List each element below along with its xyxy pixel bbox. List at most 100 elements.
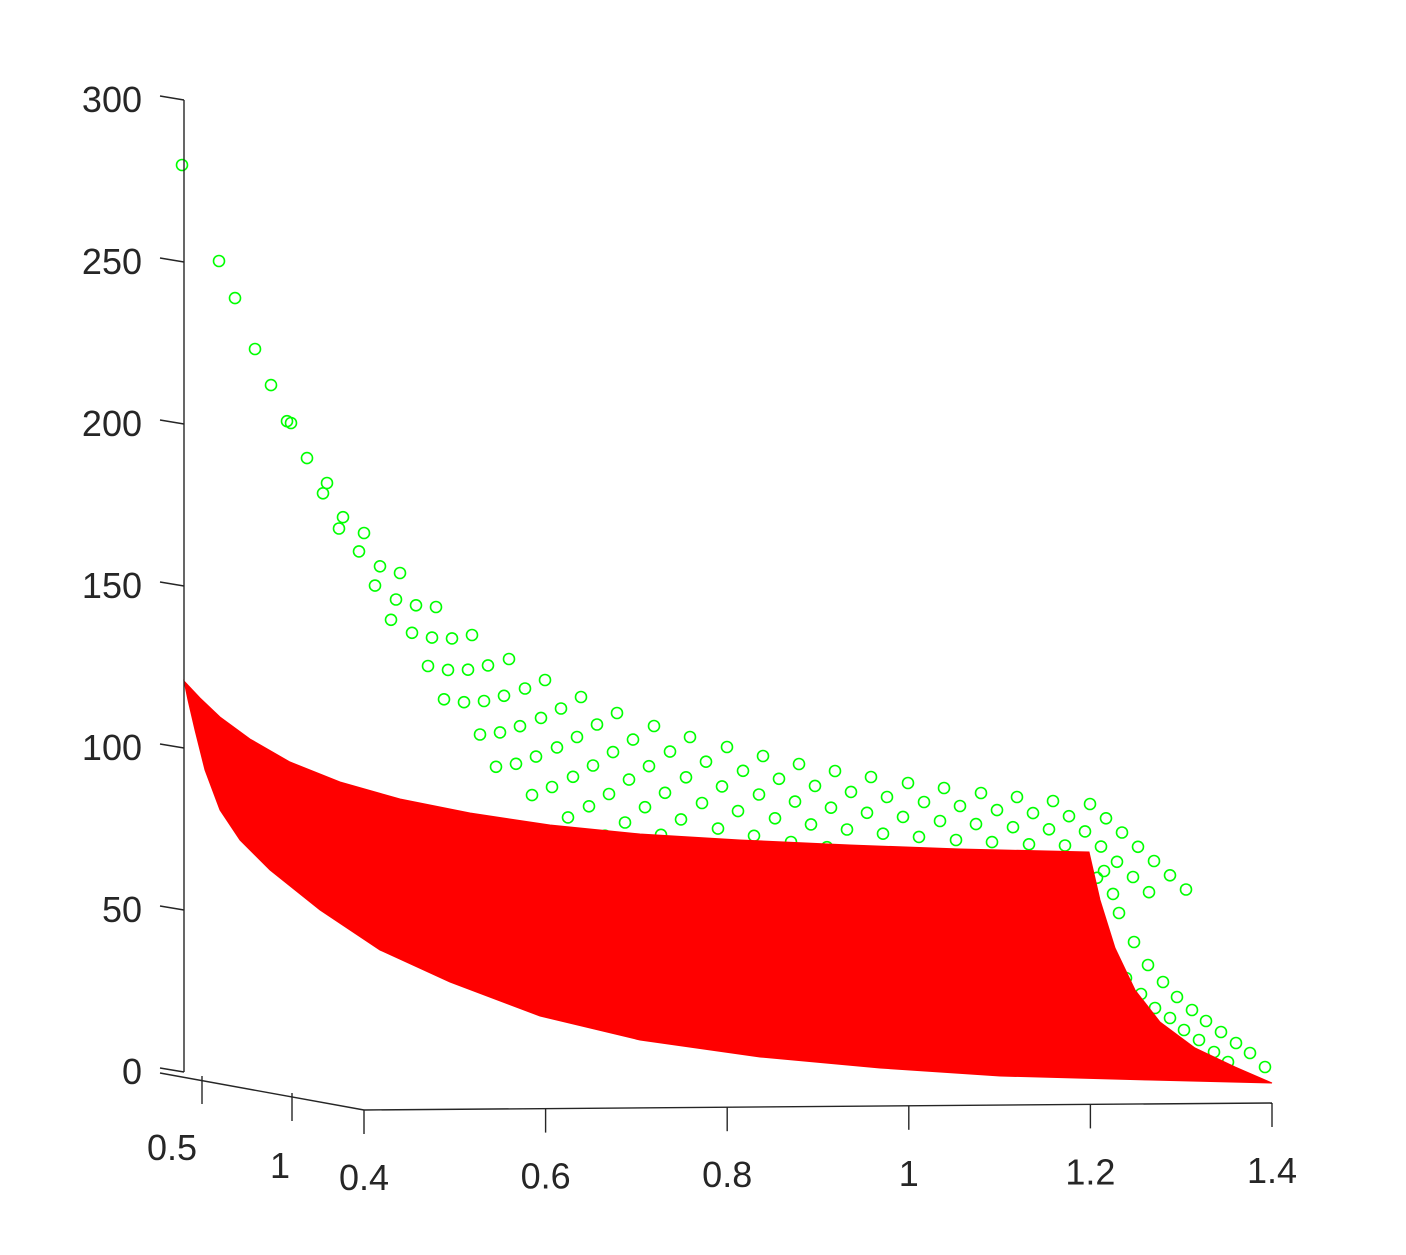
z-tick-mark [159,95,185,101]
scatter-point [736,764,750,778]
scatter-point [574,690,588,704]
scatter-point [695,796,709,810]
scatter-point [1156,975,1170,989]
scatter-point [1058,839,1072,852]
z-tick-label: 100 [82,727,142,768]
scatter-point [933,814,947,828]
scatter-point [1062,809,1076,823]
scatter-point [212,254,226,268]
scatter-point [445,632,459,645]
scatter-point [489,760,503,774]
scatter-point [550,741,564,754]
z-tick-label: 200 [82,403,142,444]
z-tick-mark [159,905,185,911]
scatter-point [357,526,371,540]
z-tick-label: 300 [82,79,142,120]
scatter-point [715,780,729,793]
scatter-point [1042,822,1056,836]
scatter-point [421,659,435,673]
z-tick-mark [159,419,185,425]
scatter-point [974,786,988,800]
scatter-point [937,781,951,795]
x-tick-label: 1.2 [1065,1151,1115,1192]
scatter-point [679,770,693,784]
scatter-point [658,786,672,800]
x-tick-label: 1.4 [1247,1150,1297,1191]
scatter-point [1142,885,1156,899]
x-tick-label: 0.4 [339,1157,389,1198]
scatter-point [731,804,745,818]
scatter-point [477,694,491,708]
scatter-point [792,757,806,771]
scatter-point [720,740,734,754]
scatter-point [1094,840,1108,853]
scatter-point [1177,1023,1191,1037]
z-tick-mark [159,1067,185,1073]
scatter-point [534,711,548,725]
scatter-point [1112,906,1126,920]
scatter-point [990,803,1004,817]
scatter-point [373,559,387,573]
scatter-point [554,702,568,715]
scatter-point [949,833,963,847]
scatter-point [473,728,487,741]
scatter-point [772,772,786,786]
surface-layer [183,679,1273,1084]
scatter-point [1147,854,1161,868]
z-tick-label: 50 [102,889,142,930]
scatter-point [457,695,471,709]
scatter-point [538,673,552,687]
scatter-point [711,822,725,835]
y-tick-label: 1 [270,1145,290,1186]
scatter-point [901,776,915,790]
scatter-point [647,719,661,733]
scatter-point [352,545,366,558]
scatter-point [1097,864,1111,878]
scatter-point [747,829,761,843]
scatter-point [300,451,314,465]
scatter-point [518,682,532,695]
scatter-point [1214,1025,1228,1039]
scatter-point [336,510,350,524]
scatter-point [1163,868,1177,882]
scatter-point [332,522,346,535]
scatter-point [284,416,298,430]
scatter-point [393,566,407,580]
scatter-point [880,790,894,804]
scatter-point [756,749,770,763]
scatter-point [864,770,878,784]
scatter-point [788,795,802,808]
x-tick-label: 0.8 [702,1154,752,1195]
scatter-point [384,613,398,627]
scatter-point [1199,1014,1213,1028]
z-tick-label: 0 [122,1051,142,1092]
scatter-point [768,811,782,825]
scatter-point [1126,870,1140,884]
y-tick-label: 0.5 [147,1127,197,1168]
scatter-point [1022,837,1036,851]
scatter-point [1078,825,1092,838]
z-tick-label: 250 [82,241,142,282]
scatter-point [389,593,403,606]
scatter-point [917,795,931,809]
scatter-point [1170,990,1184,1004]
scatter-point [461,663,475,677]
scatter-point [808,779,822,793]
scatter-point [1185,1003,1199,1017]
scatter-point [1163,1011,1177,1025]
scatter-point [545,780,559,794]
x-tick-label: 1 [899,1153,919,1194]
z-tick-mark [159,581,185,587]
scatter-point [1258,1060,1272,1074]
axes-layer: 300 250 200 150 100 50 0 0.4 0.6 0.8 1 1.2 1.4 0.5 1 [82,79,1297,1198]
scatter-point [1106,887,1120,901]
scatter-point [529,750,543,763]
scatter-point [1026,806,1040,820]
z-tick-label: 150 [82,565,142,606]
scatter-point [425,631,439,644]
scatter-point [1179,883,1193,896]
scatter-point [513,719,527,733]
scatter-point [840,823,854,836]
scatter-point [502,652,516,666]
